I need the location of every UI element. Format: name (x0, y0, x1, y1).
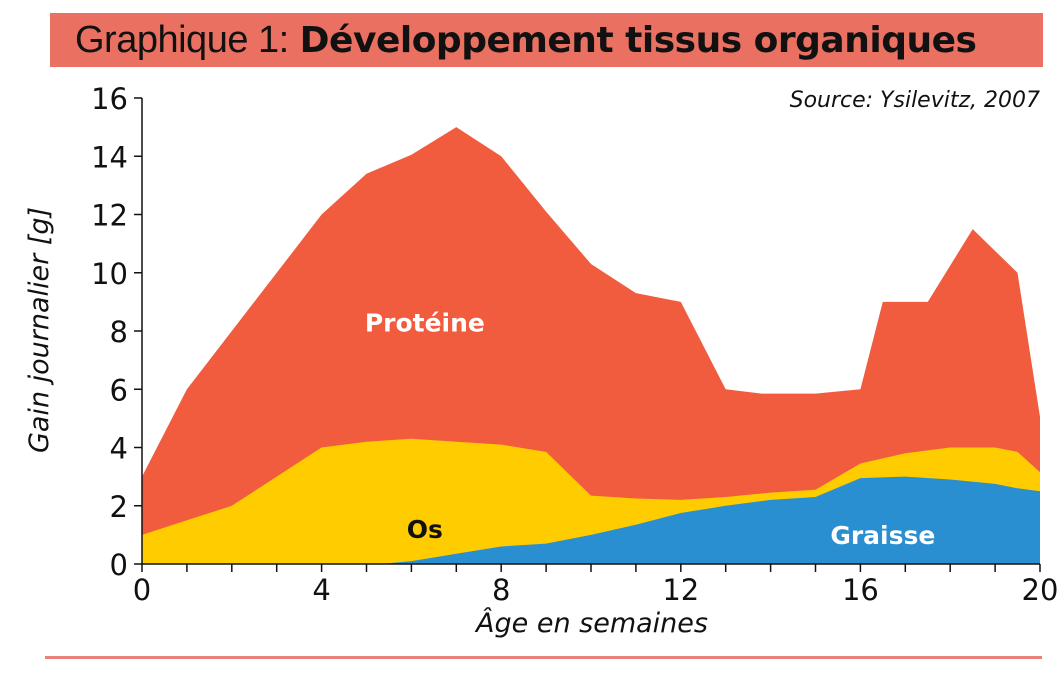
bottom-rule (45, 656, 1042, 659)
source-note: Source: Ysilevitz, 2007 (790, 88, 1040, 113)
title-bar: Graphique 1: Développement tissus organi… (50, 13, 1043, 67)
y-tick-label: 6 (110, 373, 128, 407)
x-axis-label: Âge en semaines (474, 607, 708, 639)
y-tick-label: 12 (91, 199, 128, 233)
x-tick-label: 20 (1022, 573, 1059, 607)
y-tick-label: 10 (91, 257, 128, 291)
y-tick-label: 16 (91, 82, 128, 116)
y-tick-label: 4 (110, 432, 128, 466)
y-tick-label: 2 (110, 490, 128, 524)
chart-title: Graphique 1: Développement tissus organi… (75, 17, 977, 64)
title-main: Développement tissus organiques (299, 20, 977, 61)
series-label: Os (407, 515, 443, 544)
y-tick-label: 8 (110, 315, 128, 349)
y-tick-label: 14 (91, 140, 128, 174)
series-areas (142, 127, 1040, 564)
series-label: Protéine (365, 308, 485, 337)
series-label: Graisse (830, 521, 935, 550)
y-axis-label: Gain journalier [g] (24, 207, 55, 453)
axes: 0 2 4 6 8 10 12 14 16 0 4 8 12 16 20 (91, 82, 1058, 607)
title-prefix: Graphique 1: (75, 19, 289, 61)
series-labels: Protéine Os Graisse (365, 308, 936, 550)
x-tick-label: 16 (842, 573, 879, 607)
area-graisse (142, 476, 1040, 564)
x-tick-label: 0 (133, 573, 151, 607)
y-tick-label: 0 (110, 548, 128, 582)
x-tick-label: 8 (492, 573, 510, 607)
x-tick-label: 12 (662, 573, 699, 607)
x-tick-label: 4 (312, 573, 330, 607)
